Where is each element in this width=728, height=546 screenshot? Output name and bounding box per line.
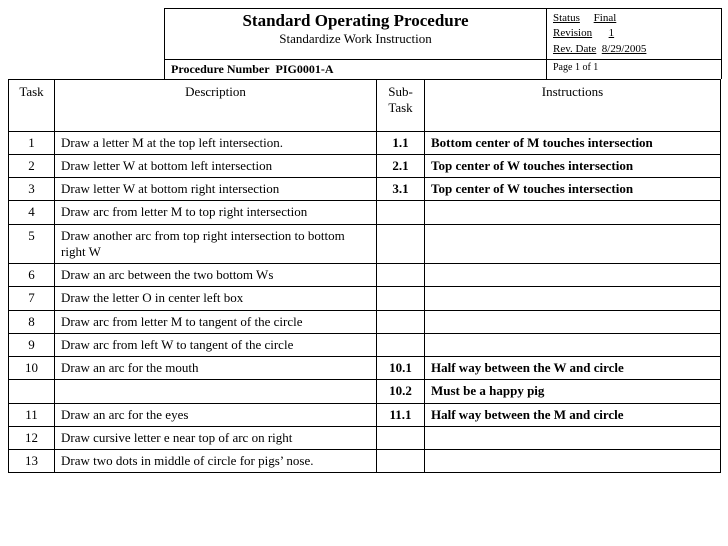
cell-description: Draw an arc for the eyes <box>55 403 377 426</box>
table-row: 10Draw an arc for the mouth10.1Half way … <box>9 357 721 380</box>
cell-task: 10 <box>9 357 55 380</box>
header-meta: Status Final Revision 1 Rev. Date 8/29/2… <box>547 9 721 59</box>
cell-subtask <box>377 201 425 224</box>
doc-title: Standard Operating Procedure <box>169 11 542 31</box>
procedure-label: Procedure Number <box>171 62 270 76</box>
cell-subtask: 3.1 <box>377 178 425 201</box>
cell-task: 11 <box>9 403 55 426</box>
sop-page: Standard Operating Procedure Standardize… <box>8 8 720 473</box>
cell-description: Draw an arc for the mouth <box>55 357 377 380</box>
cell-task <box>9 380 55 403</box>
cell-instructions <box>425 426 721 449</box>
table-row: 8Draw arc from letter M to tangent of th… <box>9 310 721 333</box>
cell-description <box>55 380 377 403</box>
header-title-cell: Standard Operating Procedure Standardize… <box>165 9 547 59</box>
status-line: Status Final <box>553 11 715 26</box>
col-task: Task <box>9 80 55 132</box>
col-instructions: Instructions <box>425 80 721 132</box>
cell-subtask <box>377 450 425 473</box>
cell-description: Draw arc from letter M to tangent of the… <box>55 310 377 333</box>
cell-task: 4 <box>9 201 55 224</box>
cell-task: 6 <box>9 264 55 287</box>
cell-description: Draw the letter O in center left box <box>55 287 377 310</box>
table-row: 2Draw letter W at bottom left intersecti… <box>9 154 721 177</box>
cell-subtask: 1.1 <box>377 131 425 154</box>
table-row: 13Draw two dots in middle of circle for … <box>9 450 721 473</box>
header-block: Standard Operating Procedure Standardize… <box>164 8 722 79</box>
cell-instructions <box>425 333 721 356</box>
cell-description: Draw letter W at bottom left intersectio… <box>55 154 377 177</box>
table-row: 7Draw the letter O in center left box <box>9 287 721 310</box>
table-row: 1Draw a letter M at the top left interse… <box>9 131 721 154</box>
cell-instructions: Half way between the W and circle <box>425 357 721 380</box>
cell-instructions: Half way between the M and circle <box>425 403 721 426</box>
table-row: 4Draw arc from letter M to top right int… <box>9 201 721 224</box>
cell-instructions <box>425 264 721 287</box>
cell-task: 8 <box>9 310 55 333</box>
table-row: 11Draw an arc for the eyes11.1Half way b… <box>9 403 721 426</box>
cell-subtask: 11.1 <box>377 403 425 426</box>
cell-description: Draw an arc between the two bottom Ws <box>55 264 377 287</box>
status-value: Final <box>594 12 617 24</box>
table-row: 9Draw arc from left W to tangent of the … <box>9 333 721 356</box>
sop-table: Task Description Sub-Task Instructions 1… <box>8 79 721 473</box>
revision-value: 1 <box>609 27 615 39</box>
cell-instructions <box>425 224 721 264</box>
cell-instructions: Bottom center of M touches intersection <box>425 131 721 154</box>
cell-instructions: Top center of W touches intersection <box>425 154 721 177</box>
cell-task: 2 <box>9 154 55 177</box>
table-body: 1Draw a letter M at the top left interse… <box>9 131 721 473</box>
revision-label: Revision <box>553 27 592 39</box>
table-row: 12Draw cursive letter e near top of arc … <box>9 426 721 449</box>
table-row: 5Draw another arc from top right interse… <box>9 224 721 264</box>
cell-description: Draw two dots in middle of circle for pi… <box>55 450 377 473</box>
cell-subtask <box>377 333 425 356</box>
cell-description: Draw arc from left W to tangent of the c… <box>55 333 377 356</box>
cell-task: 3 <box>9 178 55 201</box>
cell-description: Draw cursive letter e near top of arc on… <box>55 426 377 449</box>
header-row-2: Procedure Number PIG0001-A Page 1 of 1 <box>165 59 721 79</box>
header-row-1: Standard Operating Procedure Standardize… <box>165 9 721 59</box>
cell-subtask: 2.1 <box>377 154 425 177</box>
cell-subtask <box>377 310 425 333</box>
revision-line: Revision 1 <box>553 26 715 41</box>
cell-subtask <box>377 426 425 449</box>
cell-instructions: Top center of W touches intersection <box>425 178 721 201</box>
cell-subtask <box>377 287 425 310</box>
revdate-line: Rev. Date 8/29/2005 <box>553 42 715 57</box>
cell-subtask <box>377 224 425 264</box>
procedure-value: PIG0001-A <box>276 62 334 76</box>
table-header-row: Task Description Sub-Task Instructions <box>9 80 721 132</box>
procedure-number-cell: Procedure Number PIG0001-A <box>165 60 547 79</box>
cell-instructions: Must be a happy pig <box>425 380 721 403</box>
col-subtask: Sub-Task <box>377 80 425 132</box>
revdate-label: Rev. Date <box>553 43 596 55</box>
cell-task: 13 <box>9 450 55 473</box>
doc-subtitle: Standardize Work Instruction <box>169 31 542 47</box>
col-description: Description <box>55 80 377 132</box>
cell-description: Draw arc from letter M to top right inte… <box>55 201 377 224</box>
table-row: 10.2Must be a happy pig <box>9 380 721 403</box>
cell-description: Draw a letter M at the top left intersec… <box>55 131 377 154</box>
cell-task: 5 <box>9 224 55 264</box>
table-row: 3Draw letter W at bottom right intersect… <box>9 178 721 201</box>
cell-instructions <box>425 287 721 310</box>
table-row: 6Draw an arc between the two bottom Ws <box>9 264 721 287</box>
cell-instructions <box>425 450 721 473</box>
cell-task: 9 <box>9 333 55 356</box>
cell-instructions <box>425 310 721 333</box>
status-label: Status <box>553 12 580 24</box>
cell-description: Draw letter W at bottom right intersecti… <box>55 178 377 201</box>
cell-subtask: 10.2 <box>377 380 425 403</box>
cell-subtask: 10.1 <box>377 357 425 380</box>
cell-task: 12 <box>9 426 55 449</box>
revdate-value: 8/29/2005 <box>602 43 647 55</box>
cell-instructions <box>425 201 721 224</box>
cell-description: Draw another arc from top right intersec… <box>55 224 377 264</box>
page-indicator: Page 1 of 1 <box>547 60 721 79</box>
cell-task: 1 <box>9 131 55 154</box>
cell-subtask <box>377 264 425 287</box>
cell-task: 7 <box>9 287 55 310</box>
